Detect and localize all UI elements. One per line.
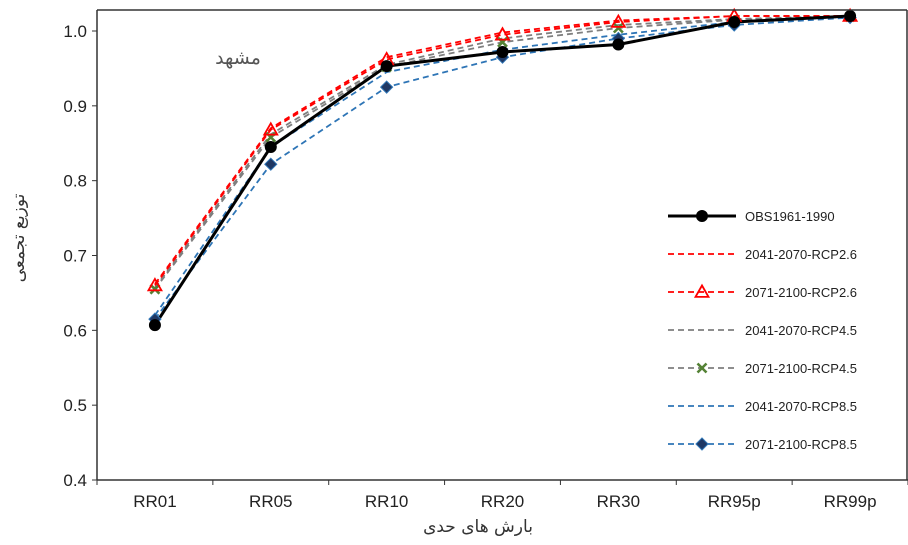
data-point-6 <box>379 80 394 94</box>
x-tick-label: RR05 <box>249 492 292 511</box>
data-point-0 <box>496 45 509 58</box>
x-tick-label: RR10 <box>365 492 408 511</box>
legend-marker-stroke <box>696 362 708 374</box>
data-point-0 <box>844 10 857 23</box>
data-point-2 <box>494 26 511 41</box>
data-point-6 <box>264 157 278 171</box>
x-tick-label: RR99p <box>824 492 877 511</box>
x-tick-label: RR95p <box>708 492 761 511</box>
legend-label: OBS1961-1990 <box>745 209 835 224</box>
x-tick-label: RR01 <box>133 492 176 511</box>
x-tick-label: RR20 <box>481 492 524 511</box>
legend-marker <box>693 283 711 298</box>
y-tick-label: 0.5 <box>63 396 87 415</box>
x-axis-title: بارش های حدی <box>423 517 533 537</box>
legend: OBS1961-1990 2041-2070-RCP2.6 2071-2100-RC… <box>668 209 857 452</box>
data-point-4 <box>612 22 624 34</box>
y-tick-label: 0.7 <box>63 247 87 266</box>
y-tick-label: 1.0 <box>63 22 87 41</box>
y-axis-title: توزیع تجمعی <box>9 193 29 282</box>
legend-label: 2071-2100-RCP2.6 <box>745 285 857 300</box>
legend-label: 2071-2100-RCP8.5 <box>745 437 857 452</box>
legend-label: 2041-2070-RCP8.5 <box>745 399 857 414</box>
y-tick-label: 0.9 <box>63 97 87 116</box>
y-tick-label: 0.6 <box>63 321 87 340</box>
legend-label: 2041-2070-RCP4.5 <box>745 323 857 338</box>
data-point-2 <box>610 13 627 28</box>
x-tick-label: RR30 <box>597 492 640 511</box>
data-point-0 <box>728 16 741 29</box>
data-point-2 <box>262 121 279 136</box>
data-point-4-stroke <box>149 283 161 295</box>
axes: 0.4 0.5 0.6 0.7 0.8 0.9 1.0 RR01 RR05 RR10 RR20 RR3… <box>63 9 908 511</box>
legend-label: 2041-2070-RCP2.6 <box>745 247 857 262</box>
data-point-2 <box>146 277 163 292</box>
y-tick-label: 0.8 <box>63 172 87 191</box>
city-annotation: مشهد <box>215 47 261 69</box>
data-point-0 <box>612 38 625 51</box>
data-point-0 <box>380 60 393 73</box>
legend-marker <box>696 362 708 374</box>
data-point-4-stroke <box>612 22 624 34</box>
legend-label: 2071-2100-RCP4.5 <box>745 361 857 376</box>
data-point-4 <box>149 283 161 295</box>
data-point-0 <box>264 140 277 153</box>
y-tick-label: 0.4 <box>63 471 87 490</box>
marker-layer <box>146 7 859 332</box>
legend-marker <box>696 210 708 222</box>
legend-marker <box>695 437 709 451</box>
data-point-0 <box>148 319 161 332</box>
